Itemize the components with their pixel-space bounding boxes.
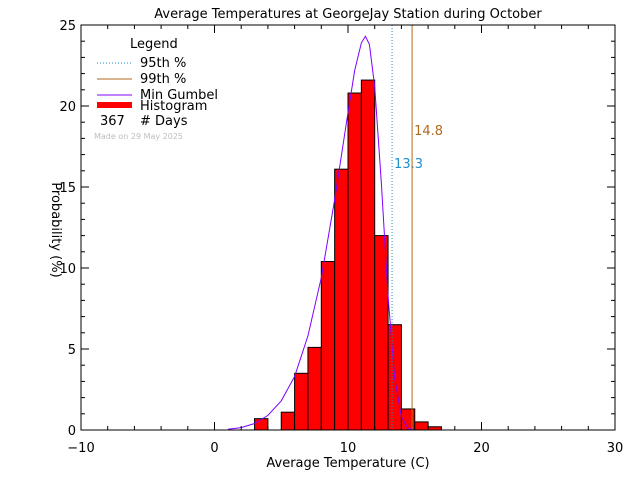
histogram-bar <box>254 418 269 431</box>
histogram-bar <box>414 421 429 431</box>
legend-95th-label: 95th % <box>140 56 186 71</box>
axes: −10 0 10 20 30 0 5 10 15 20 25 <box>59 19 623 456</box>
y-tick-label: 20 <box>59 100 76 115</box>
x-tick-label: 30 <box>607 441 624 456</box>
histogram-bar <box>320 261 336 431</box>
histogram-bar <box>307 346 322 431</box>
legend-histogram-label: Histogram <box>140 99 207 114</box>
histogram-bar <box>280 411 296 431</box>
histogram-bar <box>360 79 376 431</box>
histogram-bar <box>334 168 349 431</box>
legend-99th-label: 99th % <box>140 72 186 87</box>
x-tick-label: 20 <box>473 441 490 456</box>
y-axis-label: Probability (%) <box>48 182 63 277</box>
percentile-95-label: 13.3 <box>394 157 423 172</box>
x-axis-label: Average Temperature (C) <box>266 456 429 471</box>
y-tick-label: 15 <box>59 181 76 196</box>
x-tick-label: 10 <box>340 441 357 456</box>
gumbel-curve <box>227 35 415 431</box>
y-tick-label: 10 <box>59 262 76 277</box>
chart-title: Average Temperatures at GeorgeJay Statio… <box>154 7 542 22</box>
y-tick-label: 25 <box>59 19 76 34</box>
legend-title: Legend <box>130 37 178 52</box>
legend: Legend 95th % 99th % Min Gumbel Histogra… <box>94 37 218 141</box>
histogram-bar <box>347 92 362 431</box>
legend-days-label: # Days <box>140 114 188 129</box>
y-tick-label: 0 <box>68 424 76 439</box>
legend-days-count: 367 <box>100 114 125 129</box>
x-tick-label: 0 <box>210 441 218 456</box>
percentile-99-label: 14.8 <box>414 124 443 139</box>
made-on-note: Made on 29 May 2025 <box>94 132 183 141</box>
legend-gumbel-label: Min Gumbel <box>140 88 218 103</box>
plot-area: 13.3 14.8 <box>227 25 443 431</box>
y-tick-label: 5 <box>68 343 76 358</box>
x-tick-label: −10 <box>67 441 94 456</box>
histogram-bar <box>294 372 309 431</box>
